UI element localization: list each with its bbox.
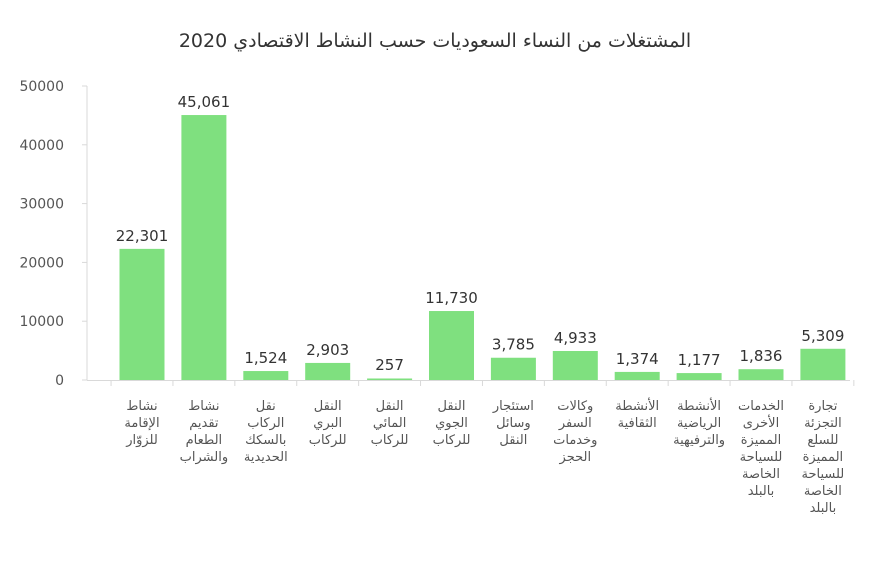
bar <box>490 357 536 380</box>
bar-value-label: 11,730 <box>425 289 478 307</box>
bar-value-label: 1,374 <box>616 350 659 368</box>
bar-value-label: 1,836 <box>740 347 783 365</box>
bar <box>305 362 351 380</box>
bar <box>552 350 598 380</box>
bar-value-label: 1,524 <box>244 349 287 367</box>
bar-value-label: 2,903 <box>306 341 349 359</box>
x-category-label: تجارة التجزئة للسلع المميزة للسياحة الخا… <box>801 399 845 516</box>
y-tick-label: 10000 <box>19 314 64 330</box>
bar-value-label: 3,785 <box>492 336 535 354</box>
x-category-label: وكالات السفر وخدمات الحجز <box>553 399 598 465</box>
x-category-label: النقل البري للركاب <box>308 399 347 448</box>
y-tick-label: 50000 <box>19 79 64 95</box>
x-category-label: الأنشطة الرياضية والترفيهية <box>673 399 726 448</box>
x-category-label: نشاط الإقامة للزوّار <box>124 399 160 448</box>
bar <box>181 115 227 380</box>
x-category-label: النقل المائي للركاب <box>370 399 409 448</box>
x-category-label: الخدمات الأخرى المميزة للسياحة الخاصة با… <box>738 399 784 499</box>
bar <box>800 348 846 380</box>
bar-value-label: 257 <box>375 356 404 374</box>
bar <box>243 371 289 380</box>
bar-value-label: 1,177 <box>678 351 721 369</box>
bar <box>367 378 413 380</box>
x-category-label: استئجار وسائل النقل <box>492 399 534 448</box>
x-category-label: الأنشطة الثقافية <box>615 399 660 431</box>
chart-title: المشتغلات من النساء السعوديات حسب النشاط… <box>178 30 692 52</box>
y-tick-label: 40000 <box>19 138 64 154</box>
bar <box>429 311 474 380</box>
bar-value-label: 22,301 <box>116 227 169 245</box>
bar <box>738 369 784 380</box>
bar-value-label: 4,933 <box>554 329 597 347</box>
x-category-label: نشاط تقديم الطعام والشراب <box>179 399 229 465</box>
x-category-label: نقل الركاب بالسكك الحديدية <box>243 399 288 465</box>
bar <box>614 371 660 380</box>
x-category-label: النقل الجوي للركاب <box>432 399 471 448</box>
y-tick-label: 20000 <box>19 255 64 271</box>
bar <box>119 248 165 380</box>
y-tick-label: 0 <box>55 373 64 389</box>
bar <box>676 373 722 380</box>
bar-value-label: 45,061 <box>178 93 231 111</box>
bar-value-label: 5,309 <box>801 327 844 345</box>
y-tick-label: 30000 <box>19 197 64 213</box>
